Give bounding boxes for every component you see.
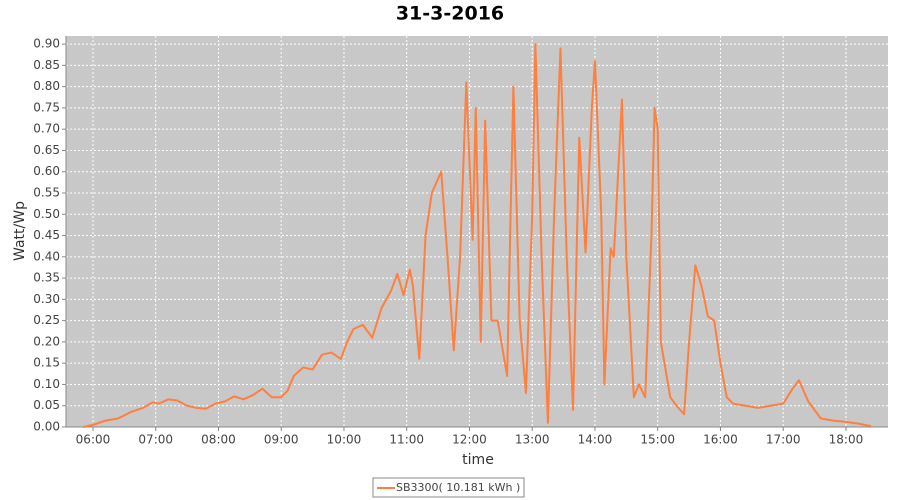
legend-label: SB3300( 10.181 kWh ) xyxy=(396,481,520,494)
x-tick-label: 14:00 xyxy=(578,433,613,447)
y-tick-label: 0.05 xyxy=(33,398,60,412)
series-line xyxy=(83,43,872,428)
x-tick-label: 11:00 xyxy=(389,433,424,447)
y-tick-label: 0.30 xyxy=(33,292,60,306)
x-tick-label: 06:00 xyxy=(76,433,111,447)
x-tick-label: 18:00 xyxy=(829,433,864,447)
y-tick-label: 0.70 xyxy=(33,122,60,136)
y-tick-label: 0.00 xyxy=(33,420,60,434)
y-axis-label: Watt/Wp xyxy=(12,201,28,261)
y-tick-label: 0.90 xyxy=(33,37,60,51)
y-tick-label: 0.50 xyxy=(33,207,60,221)
y-tick-label: 0.60 xyxy=(33,164,60,178)
x-tick-label: 07:00 xyxy=(138,433,173,447)
y-tick-label: 0.80 xyxy=(33,79,60,93)
chart-title: 31-3-2016 xyxy=(396,3,504,25)
y-tick-label: 0.65 xyxy=(33,143,60,157)
x-tick-label: 09:00 xyxy=(264,433,299,447)
y-tick-label: 0.35 xyxy=(33,271,60,285)
y-tick-label: 0.45 xyxy=(33,228,60,242)
legend xyxy=(372,477,525,498)
y-tick-label: 0.15 xyxy=(33,356,60,370)
x-tick-label: 15:00 xyxy=(640,433,675,447)
x-tick-label: 08:00 xyxy=(201,433,236,447)
x-tick-label: 17:00 xyxy=(766,433,801,447)
x-tick-label: 10:00 xyxy=(327,433,362,447)
x-tick-label: 12:00 xyxy=(452,433,487,447)
x-tick-label: 13:00 xyxy=(515,433,550,447)
y-tick-label: 0.40 xyxy=(33,249,60,263)
y-tick-label: 0.25 xyxy=(33,313,60,327)
plot-area xyxy=(66,36,888,427)
y-tick-label: 0.10 xyxy=(33,377,60,391)
y-tick-label: 0.85 xyxy=(33,58,60,72)
x-axis-label: time xyxy=(462,452,494,468)
y-tick-label: 0.75 xyxy=(33,100,60,114)
x-tick-label: 16:00 xyxy=(703,433,738,447)
y-tick-label: 0.20 xyxy=(33,334,60,348)
y-tick-label: 0.55 xyxy=(33,185,60,199)
